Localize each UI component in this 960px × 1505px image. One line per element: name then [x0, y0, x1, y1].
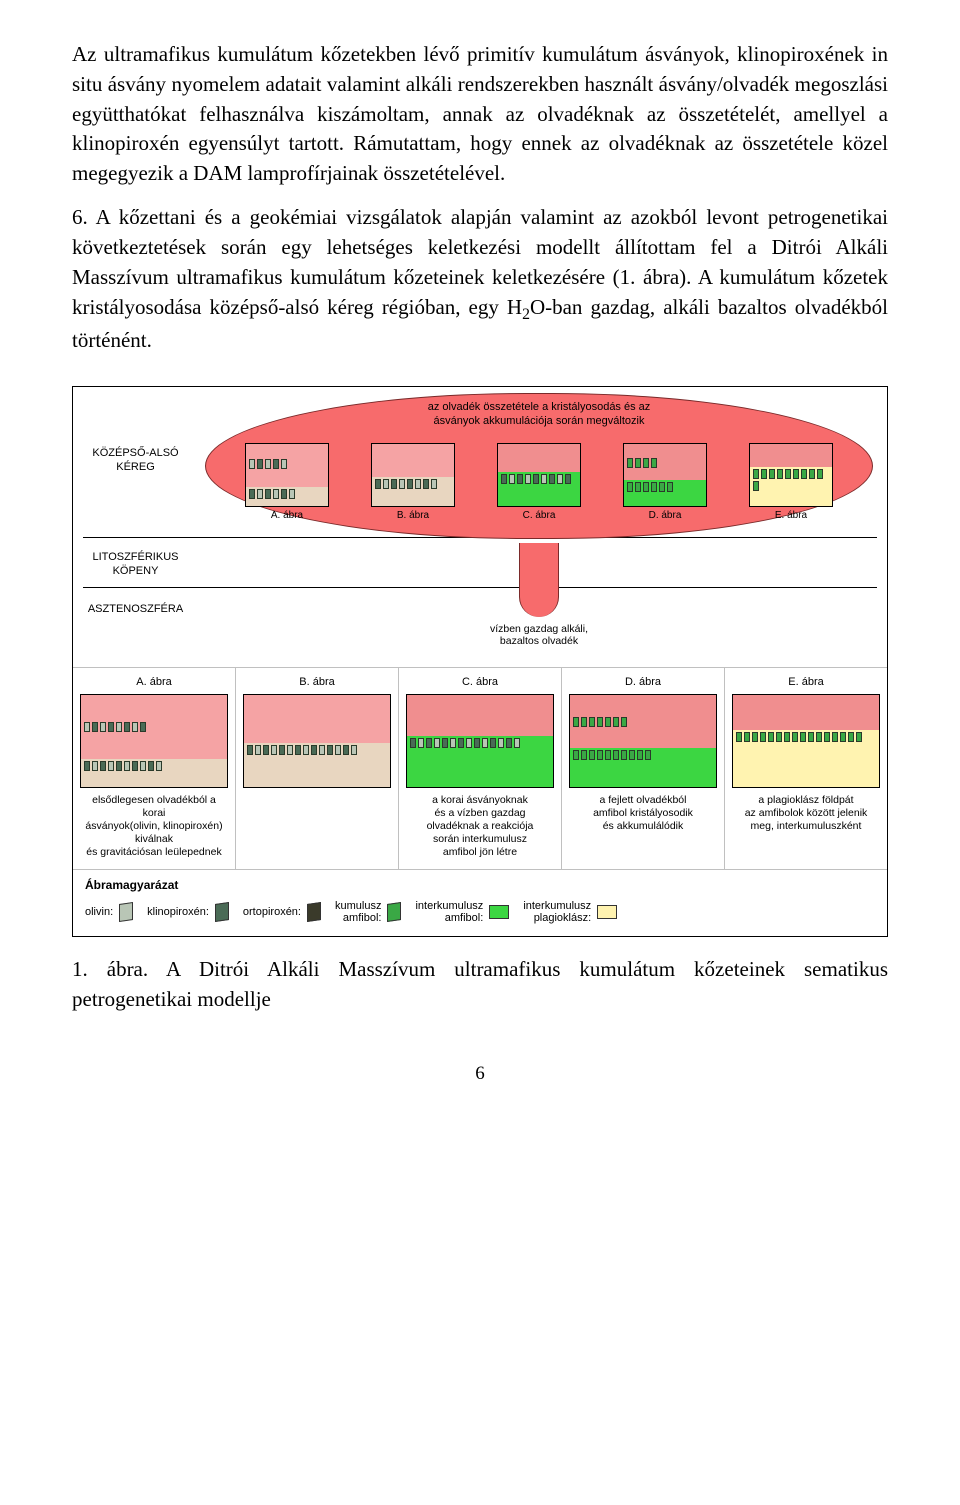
legend-item: klinopiroxén: — [147, 903, 229, 921]
figure-legend: Ábramagyarázat olivin: klinopiroxén: ortop… — [73, 870, 887, 936]
mini-panel-e: E. ábra — [749, 443, 833, 521]
label-asthenosphere: ASZTENOSZFÉRA — [83, 603, 188, 617]
mini-panel-c: C. ábra — [497, 443, 581, 521]
legend-label: ortopiroxén: — [243, 906, 301, 918]
mini-label-e: E. ábra — [749, 510, 833, 521]
oval-caption: az olvadék összetétele a kristályosodás … — [205, 401, 873, 429]
legend-item: ortopiroxén: — [243, 903, 321, 921]
detail-panels: A. ábra elsődlegesen olvadékból a korai … — [73, 668, 887, 871]
mini-label-d: D. ábra — [623, 510, 707, 521]
mini-label-c: C. ábra — [497, 510, 581, 521]
paragraph-2-sub: 2 — [522, 306, 530, 323]
figure-caption: 1. ábra. A Ditrói Alkáli Masszívum ultra… — [72, 955, 888, 1015]
legend-swatch — [119, 903, 133, 923]
panel-e: E. ábra a plagioklász földpát az amfibol… — [724, 668, 887, 870]
label-lithosphere: LITOSZFÉRIKUS KÖPENY — [83, 551, 188, 579]
mini-panel-d: D. ábra — [623, 443, 707, 521]
mini-label-b: B. ábra — [371, 510, 455, 521]
mini-label-a: A. ábra — [245, 510, 329, 521]
legend-item: interkumulusz plagioklász: — [523, 900, 617, 924]
page-number: 6 — [72, 1063, 888, 1085]
legend-label: interkumulusz plagioklász: — [523, 900, 591, 924]
strat-labels: KÖZÉPSŐ-ALSÓ KÉREG LITOSZFÉRIKUS KÖPENY … — [83, 387, 188, 667]
legend-swatch — [215, 903, 229, 923]
paragraph-1: Az ultramafikus kumulátum kőzetekben lév… — [72, 40, 888, 189]
mini-panel-b: B. ábra — [371, 443, 455, 521]
legend-item: kumulusz amfibol: — [335, 900, 401, 924]
legend-item: olivin: — [85, 903, 133, 921]
panel-d: D. ábra a fejlett olvadékból amfibol kri… — [561, 668, 724, 870]
mini-panels: A. ábra B. ábra — [245, 443, 833, 521]
panel-c: C. ábra a korai ásványoknak és a vízben … — [398, 668, 561, 870]
panel-a-caption: elsődlegesen olvadékból a korai ásványok… — [81, 794, 227, 860]
paragraph-2: 6. A kőzettani és a geokémiai vizsgálato… — [72, 203, 888, 356]
panel-a-title: A. ábra — [136, 676, 171, 688]
legend-label: kumulusz amfibol: — [335, 900, 381, 924]
legend-swatch — [597, 905, 617, 919]
mini-panel-a: A. ábra — [245, 443, 329, 521]
figure-1: KÖZÉPSŐ-ALSÓ KÉREG LITOSZFÉRIKUS KÖPENY … — [72, 386, 888, 938]
legend-label: olivin: — [85, 906, 113, 918]
legend-item: interkumulusz amfibol: — [415, 900, 509, 924]
panel-d-title: D. ábra — [625, 676, 661, 688]
panel-b-title: B. ábra — [299, 676, 334, 688]
panel-a: A. ábra elsődlegesen olvadékból a korai … — [73, 668, 235, 870]
legend-swatch — [489, 905, 509, 919]
magma-stem — [519, 543, 559, 617]
panel-d-caption: a fejlett olvadékból amfibol kristályoso… — [593, 794, 693, 833]
figure-upper-schematic: KÖZÉPSŐ-ALSÓ KÉREG LITOSZFÉRIKUS KÖPENY … — [73, 387, 887, 668]
legend-row: olivin: klinopiroxén: ortopiroxén: kumulusz… — [85, 900, 875, 924]
panel-e-title: E. ábra — [788, 676, 823, 688]
magma-chamber: az olvadék összetétele a kristályosodás … — [205, 393, 873, 539]
panel-c-title: C. ábra — [462, 676, 498, 688]
legend-label: klinopiroxén: — [147, 906, 209, 918]
panel-e-caption: a plagioklász földpát az amfibolok közöt… — [745, 794, 868, 833]
legend-title: Ábramagyarázat — [85, 878, 875, 892]
label-crust: KÖZÉPSŐ-ALSÓ KÉREG — [83, 447, 188, 475]
legend-swatch — [307, 903, 321, 923]
legend-label: interkumulusz amfibol: — [415, 900, 483, 924]
litho-base-line — [83, 587, 877, 588]
legend-swatch — [387, 903, 401, 923]
stem-caption: vízben gazdag alkáli, bazaltos olvadék — [205, 623, 873, 648]
panel-c-caption: a korai ásványoknak és a vízben gazdag o… — [427, 794, 534, 860]
panel-b: B. ábra — [235, 668, 398, 870]
